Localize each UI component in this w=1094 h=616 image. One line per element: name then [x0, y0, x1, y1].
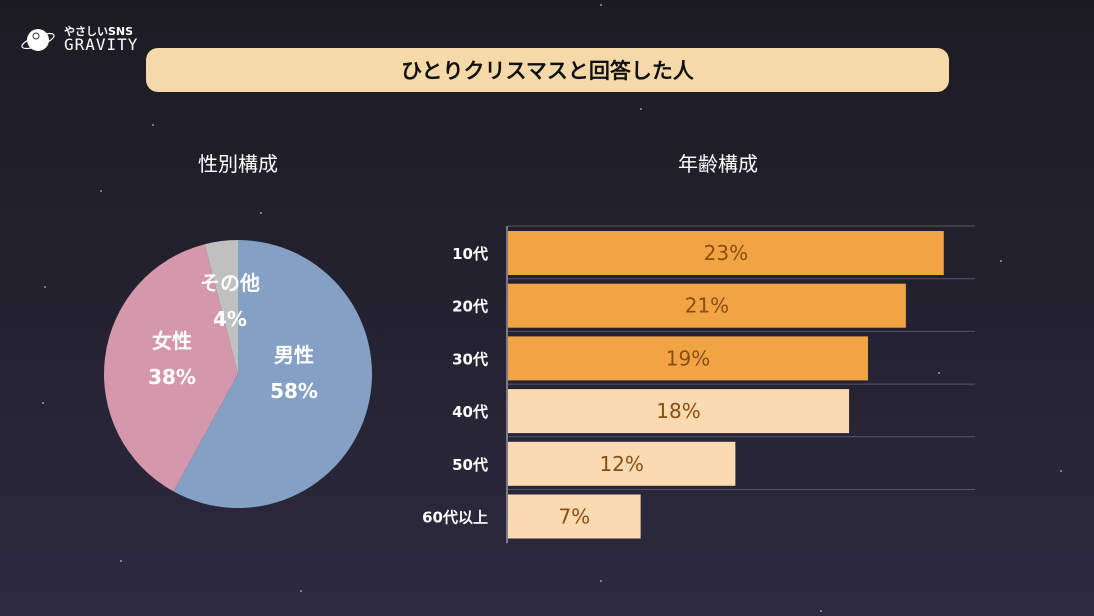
star	[820, 610, 822, 612]
star	[938, 372, 940, 374]
star	[120, 560, 122, 562]
category-label: 10代	[452, 245, 488, 263]
star	[600, 580, 602, 582]
pie-slice-value: 4%	[213, 307, 247, 331]
star	[600, 4, 602, 6]
logo-name: GRAVITY	[64, 35, 139, 55]
star	[260, 212, 262, 214]
page-title: ひとりクリスマスと回答した人	[401, 59, 694, 83]
pie-slice	[204, 240, 238, 374]
star	[1000, 260, 1002, 262]
category-label: 40代	[452, 403, 488, 421]
pie-chart-title: 性別構成	[198, 152, 278, 176]
bar-value-label: 7%	[558, 505, 590, 529]
pie-slice-value: 38%	[148, 365, 196, 389]
bar-value-label: 12%	[599, 452, 643, 476]
pie-slice	[103, 244, 238, 492]
category-label: 30代	[452, 350, 488, 368]
star	[152, 124, 154, 126]
bar	[508, 441, 736, 486]
category-label: 50代	[452, 456, 488, 474]
bar-value-label: 23%	[704, 241, 748, 265]
pie-slice	[173, 240, 372, 508]
bar-value-label: 21%	[685, 294, 729, 318]
category-label: 20代	[452, 298, 488, 316]
logo-subtitle: やさしいSNS	[64, 24, 134, 38]
star	[640, 108, 642, 110]
category-label: 60代以上	[422, 509, 488, 527]
planet-logo-icon	[21, 29, 55, 51]
bar-value-label: 18%	[656, 399, 700, 423]
pie-slice-value: 58%	[270, 379, 318, 403]
star	[44, 286, 46, 288]
star	[42, 402, 44, 404]
bar	[508, 389, 850, 434]
bar	[508, 283, 906, 328]
title-banner: ひとりクリスマスと回答した人	[146, 48, 949, 92]
star	[300, 590, 302, 592]
star	[1060, 470, 1062, 472]
star	[100, 190, 102, 192]
bar-value-label: 19%	[666, 346, 710, 370]
bar	[508, 336, 868, 381]
pie-slice-label: その他	[200, 271, 260, 295]
pie-slice-label: 女性	[152, 329, 192, 353]
bar	[508, 494, 641, 539]
bar-chart-title: 年齢構成	[678, 152, 758, 176]
logo: やさしいSNS GRAVITY	[20, 22, 138, 58]
bar	[508, 231, 944, 275]
pie-slice-label: 男性	[274, 343, 314, 367]
